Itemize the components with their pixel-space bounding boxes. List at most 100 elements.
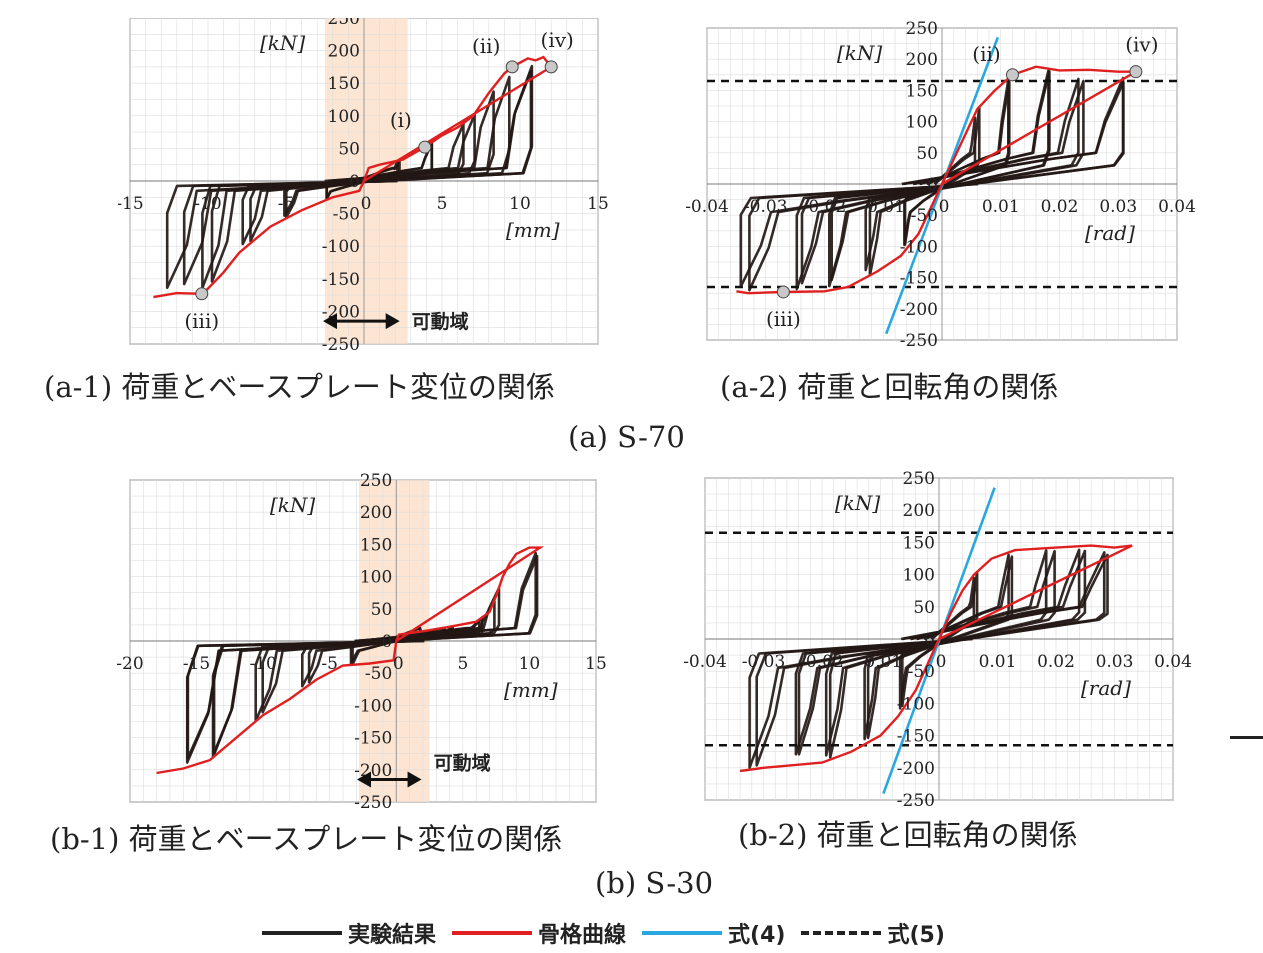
- state-point-label: (ii): [472, 34, 500, 58]
- skeleton-curve-positive: [937, 544, 1133, 641]
- y-tick-label: 0: [927, 175, 938, 195]
- y-tick-label: 200: [360, 503, 392, 523]
- caption-a1: (a-1) 荷重とベースプレート変位の関係: [44, 370, 555, 404]
- x-tick-label: 0: [361, 194, 372, 214]
- y-tick-label: -150: [354, 729, 392, 749]
- legend-skeleton-label: 骨格曲線: [538, 923, 627, 948]
- chart-b2: 250 200 150 100 50 0 -50 -100 -150 -200 -250 -0.04-…: [670, 466, 1195, 816]
- y-tick-label: -200: [897, 759, 935, 779]
- group-caption-a: (a) S-70: [568, 420, 685, 454]
- y-tick-label: 50: [913, 598, 935, 618]
- y-tick-label: -50: [365, 664, 392, 684]
- x-tick-label: -0.01: [861, 197, 905, 217]
- experiment-loop: [864, 80, 1011, 272]
- experiment-loop: [903, 106, 981, 246]
- y-tick-label: 150: [906, 81, 938, 101]
- y-tick-label: -150: [900, 269, 938, 289]
- legend-experiment: 実験結果: [262, 917, 436, 949]
- state-point-label: (i): [390, 108, 412, 132]
- experiment-loop: [748, 551, 1106, 769]
- y-tick-label: 150: [903, 533, 935, 553]
- x-tick-label: 0.01: [979, 652, 1017, 672]
- y-tick-label: 0: [381, 632, 392, 652]
- x-tick-label: 0.02: [1041, 197, 1079, 217]
- x-tick-label: -15: [183, 654, 210, 674]
- y-tick-label: -200: [900, 300, 938, 320]
- y-tick-label: 100: [360, 568, 392, 588]
- group-caption-b: (b) S-30: [595, 866, 714, 900]
- chart-a1: 250 200 150 100 50 0 -50 -100 -150 -200 -250 -15 -10…: [118, 18, 608, 360]
- legend-eq5-swatch: [801, 931, 882, 935]
- y-tick-label: -50: [908, 662, 935, 682]
- legend-experiment-swatch: [262, 931, 342, 935]
- x-tick-label: 0: [393, 654, 404, 674]
- skeleton-curve-negative: [153, 180, 366, 299]
- y-tick-label: -250: [897, 791, 935, 811]
- y-tick-label: 200: [906, 50, 938, 70]
- y-tick-label: 250: [903, 469, 935, 489]
- caption-b1: (b-1) 荷重とベースプレート変位の関係: [50, 822, 563, 856]
- caption-b2: (b-2) 荷重と回転角の関係: [738, 818, 1078, 852]
- x-tick-label: -20: [116, 654, 143, 674]
- x-tick-label: -15: [118, 194, 144, 214]
- x-tick-label: 0.04: [1158, 197, 1195, 217]
- y-tick-label: -100: [897, 694, 935, 714]
- legend-eq5: 式(5): [801, 917, 945, 949]
- legend-experiment-label: 実験結果: [348, 923, 437, 948]
- x-tick-label: 0.03: [1096, 652, 1134, 672]
- stray-line-mark: [1230, 736, 1263, 739]
- x-tick-label: 15: [585, 654, 607, 674]
- x-tick-label: 0.03: [1099, 197, 1137, 217]
- x-tick-label: 0: [936, 652, 947, 672]
- y-tick-label: 50: [916, 144, 938, 164]
- x-tick-label: 10: [509, 194, 531, 214]
- y-tick-label: -100: [900, 237, 938, 257]
- y-tick-label: -150: [897, 727, 935, 747]
- y-tick-label: 200: [903, 501, 935, 521]
- skeleton-curve-negative: [736, 183, 944, 295]
- state-point-marker: [544, 60, 558, 74]
- legend-eq4-label: 式(4): [728, 923, 786, 948]
- x-axis-unit-label: [rad]: [1081, 676, 1131, 700]
- y-tick-label: 150: [360, 535, 392, 555]
- skeleton-curve-positive: [940, 65, 1141, 186]
- skeleton-curve-negative: [739, 638, 941, 773]
- y-tick-label: 0: [349, 172, 360, 192]
- y-axis-unit-label: [kN]: [837, 41, 882, 65]
- movable-range-label: 可動域: [434, 751, 491, 774]
- y-tick-label: -200: [354, 761, 392, 781]
- x-tick-label: -5: [278, 194, 295, 214]
- chart-b2-plot: 250200150100500-50-100-150-200-250-0.04-…: [683, 469, 1192, 811]
- chart-a2-plot: 250200150100500-50-100-150-200-250-0.04-…: [685, 19, 1195, 351]
- state-point-marker: [418, 140, 432, 154]
- experiment-loop: [866, 555, 1014, 740]
- experiment-loop: [186, 551, 537, 760]
- state-point-marker: [1129, 65, 1143, 79]
- x-tick-label: -0.02: [803, 197, 847, 217]
- x-tick-label: -10: [249, 654, 276, 674]
- y-tick-label: 100: [903, 566, 935, 586]
- legend: 実験結果 骨格曲線 式(4) 式(5): [262, 916, 1062, 950]
- y-tick-label: 250: [328, 18, 360, 29]
- x-tick-label: 15: [587, 194, 608, 214]
- y-tick-label: -100: [354, 696, 392, 716]
- y-tick-label: -150: [322, 270, 360, 290]
- y-tick-label: -100: [322, 237, 360, 257]
- legend-skeleton: 骨格曲線: [452, 917, 626, 949]
- movable-arrow-right-head: [385, 313, 400, 330]
- x-tick-label: 0: [939, 197, 950, 217]
- movable-arrow-left-head: [357, 771, 372, 788]
- y-tick-label: 0: [924, 630, 935, 650]
- y-tick-label: -50: [333, 205, 360, 225]
- x-tick-label: -5: [321, 654, 338, 674]
- x-axis-unit-label: [mm]: [506, 218, 560, 242]
- y-tick-label: -250: [900, 331, 938, 351]
- skeleton-curve-positive: [395, 546, 545, 643]
- x-tick-label: 0.02: [1037, 652, 1075, 672]
- chart-b1: 250 200 150 100 50 0 -50 -100 -150 -200 -250 -20 -15…: [110, 470, 610, 816]
- state-point-label: (iii): [766, 307, 801, 331]
- x-tick-label: -0.03: [744, 197, 788, 217]
- x-tick-label: 0.01: [982, 197, 1020, 217]
